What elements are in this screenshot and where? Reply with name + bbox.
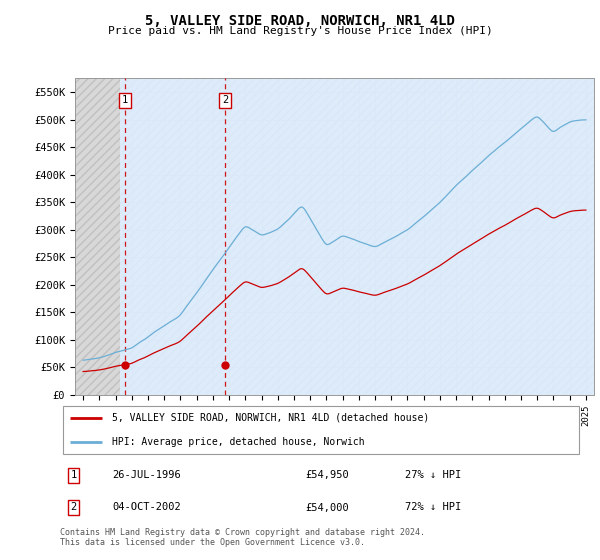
Text: Price paid vs. HM Land Registry's House Price Index (HPI): Price paid vs. HM Land Registry's House … [107,26,493,36]
Text: Contains HM Land Registry data © Crown copyright and database right 2024.
This d: Contains HM Land Registry data © Crown c… [60,528,425,547]
Text: 26-JUL-1996: 26-JUL-1996 [112,470,181,480]
FancyBboxPatch shape [62,406,580,454]
Text: HPI: Average price, detached house, Norwich: HPI: Average price, detached house, Norw… [112,437,365,447]
Bar [75,78,121,395]
Text: 2: 2 [70,502,77,512]
Text: 27% ↓ HPI: 27% ↓ HPI [404,470,461,480]
Text: 1: 1 [122,95,128,105]
Text: 1: 1 [70,470,77,480]
Text: 72% ↓ HPI: 72% ↓ HPI [404,502,461,512]
Text: 04-OCT-2002: 04-OCT-2002 [112,502,181,512]
Text: 2: 2 [222,95,228,105]
Text: 5, VALLEY SIDE ROAD, NORWICH, NR1 4LD: 5, VALLEY SIDE ROAD, NORWICH, NR1 4LD [145,14,455,28]
Text: 5, VALLEY SIDE ROAD, NORWICH, NR1 4LD (detached house): 5, VALLEY SIDE ROAD, NORWICH, NR1 4LD (d… [112,413,430,423]
Text: £54,950: £54,950 [305,470,349,480]
Text: £54,000: £54,000 [305,502,349,512]
